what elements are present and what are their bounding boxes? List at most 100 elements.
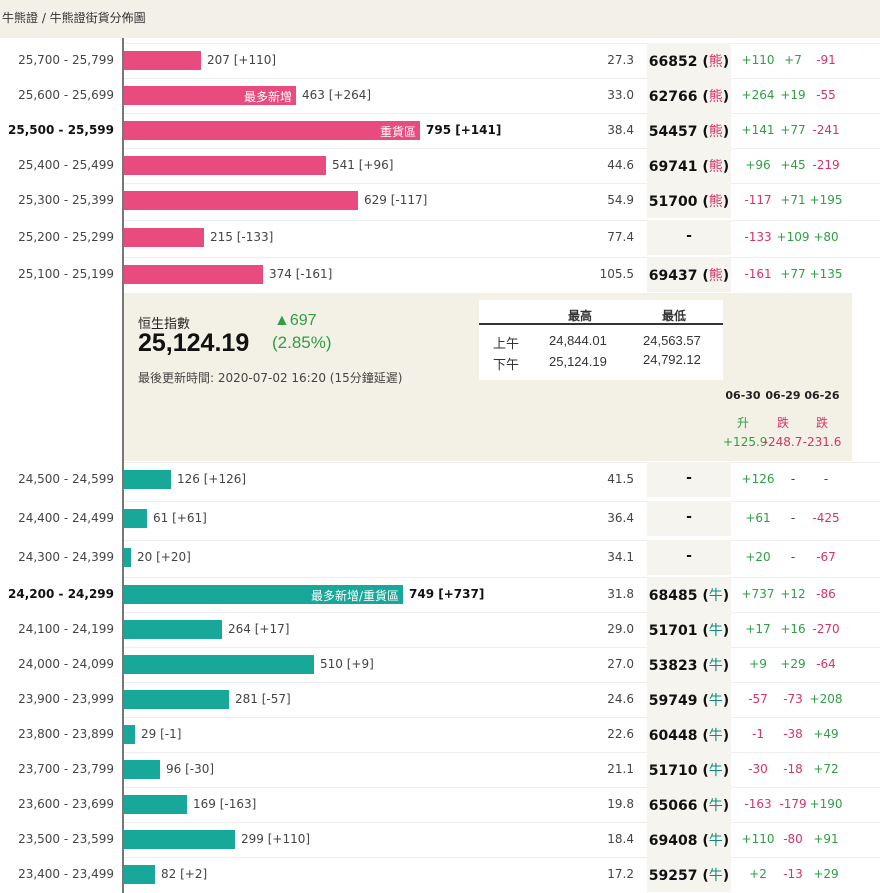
daily-change-cell: +141 bbox=[741, 123, 775, 137]
bull-bar[interactable] bbox=[124, 470, 171, 489]
quantity: 126 [+126] bbox=[177, 472, 246, 486]
row-divider bbox=[124, 43, 880, 44]
bull-bar[interactable] bbox=[124, 655, 314, 674]
daily-change-cell: +29 bbox=[813, 867, 839, 881]
daily-change-cell: - bbox=[823, 472, 829, 486]
percent-share: 18.4 bbox=[607, 832, 634, 846]
quantity-value: 126 bbox=[177, 472, 200, 486]
bull-bar[interactable] bbox=[124, 690, 229, 709]
warrant-code-number: 51701 bbox=[648, 623, 698, 639]
quantity: 20 [+20] bbox=[137, 550, 191, 564]
percent-share: 27.3 bbox=[607, 53, 634, 67]
warrant-code[interactable]: 60448 (牛) bbox=[648, 728, 730, 744]
percent-share: 31.8 bbox=[607, 587, 634, 601]
bear-bar[interactable] bbox=[124, 265, 263, 284]
percent-share: 19.8 bbox=[607, 797, 634, 811]
bull-row: 24,000 - 24,099 510 [+9] 27.0 53823 (牛) +9 +2… bbox=[0, 647, 880, 682]
bar-tag: 重貨區 bbox=[379, 125, 416, 139]
daily-change-cell: -133 bbox=[744, 230, 772, 244]
daily-change-cell: -219 bbox=[812, 158, 840, 172]
quantity-value: 61 bbox=[153, 511, 169, 525]
warrant-code[interactable]: 59749 (牛) bbox=[648, 693, 730, 709]
bull-bar[interactable] bbox=[124, 830, 235, 849]
quantity-delta: [-163] bbox=[219, 797, 257, 811]
warrant-type: 牛 bbox=[708, 868, 723, 884]
warrant-code-cell: 51701 (牛) bbox=[647, 612, 731, 647]
strike-range: 23,600 - 23,699 bbox=[18, 797, 114, 811]
warrant-code[interactable]: 68485 (牛) bbox=[648, 588, 730, 604]
daily-change-cell: +2 bbox=[749, 867, 767, 881]
bear-bar[interactable]: 最多新增 bbox=[124, 86, 296, 105]
warrant-code-cell: 51700 (熊) bbox=[647, 183, 731, 218]
warrant-code[interactable]: 69437 (熊) bbox=[648, 268, 730, 284]
percent-share: 38.4 bbox=[607, 123, 634, 137]
row-divider bbox=[124, 78, 880, 79]
strike-range: 24,400 - 24,499 bbox=[18, 511, 114, 525]
daily-change-cell: -18 bbox=[783, 762, 803, 776]
bull-bar[interactable] bbox=[124, 725, 135, 744]
daily-change-cell: +17 bbox=[745, 622, 771, 636]
daily-change-cell: -163 bbox=[744, 797, 772, 811]
warrant-code[interactable]: 62766 (熊) bbox=[648, 89, 730, 105]
warrant-code-number: 53823 bbox=[648, 658, 698, 674]
bear-bar[interactable]: 重貨區 bbox=[124, 121, 420, 140]
warrant-code[interactable]: 51710 (牛) bbox=[648, 763, 730, 779]
quantity: 510 [+9] bbox=[320, 657, 374, 671]
warrant-code[interactable]: 53823 (牛) bbox=[648, 658, 730, 674]
bull-row: 23,800 - 23,899 29 [-1] 22.6 60448 (牛) -1 -38… bbox=[0, 717, 880, 752]
bull-bar[interactable] bbox=[124, 865, 155, 884]
last-updated: 最後更新時間: 2020-07-02 16:20 (15分鐘延遲) bbox=[138, 371, 403, 385]
bull-bar[interactable] bbox=[124, 548, 131, 567]
quantity: 629 [-117] bbox=[364, 193, 427, 207]
bull-bar[interactable] bbox=[124, 795, 187, 814]
strike-range: 25,100 - 25,199 bbox=[18, 267, 114, 281]
warrant-code[interactable]: 59257 (牛) bbox=[648, 868, 730, 884]
warrant-code[interactable]: 54457 (熊) bbox=[648, 124, 730, 140]
quantity: 374 [-161] bbox=[269, 267, 332, 281]
quantity-delta: [+141] bbox=[455, 123, 502, 137]
percent-share: 22.6 bbox=[607, 727, 634, 741]
warrant-code-number: 51710 bbox=[648, 763, 698, 779]
daily-change-cell: +20 bbox=[745, 550, 771, 564]
breadcrumb[interactable]: 牛熊證 / 牛熊證街貨分佈圖 bbox=[2, 11, 146, 25]
pm-low: 24,792.12 bbox=[643, 352, 701, 367]
warrant-type: 熊 bbox=[708, 89, 723, 105]
warrant-type: 牛 bbox=[708, 763, 723, 779]
warrant-code[interactable]: 65066 (牛) bbox=[648, 798, 730, 814]
row-divider bbox=[124, 682, 880, 683]
warrant-type: 牛 bbox=[708, 833, 723, 849]
strike-range: 24,200 - 24,299 bbox=[8, 587, 114, 601]
warrant-code[interactable]: 51700 (熊) bbox=[648, 194, 730, 210]
warrant-code[interactable]: 66852 (熊) bbox=[648, 54, 730, 70]
bear-bar[interactable] bbox=[124, 156, 326, 175]
quantity-value: 207 bbox=[207, 53, 230, 67]
quantity: 749 [+737] bbox=[409, 587, 484, 601]
high-header: 最高 bbox=[568, 309, 593, 323]
daily-change-cell: -57 bbox=[748, 692, 768, 706]
am-label: 上午 bbox=[493, 337, 520, 352]
warrant-code[interactable]: 69408 (牛) bbox=[648, 833, 730, 849]
warrant-code[interactable]: 51701 (牛) bbox=[648, 623, 730, 639]
daily-change-cell: +9 bbox=[749, 657, 767, 671]
bear-row: 25,300 - 25,399 629 [-117] 54.9 51700 (熊) -1… bbox=[0, 183, 880, 218]
bear-bar[interactable] bbox=[124, 191, 358, 210]
warrant-code-number: 59749 bbox=[648, 693, 698, 709]
bull-bar[interactable] bbox=[124, 620, 222, 639]
daily-change-cell: +61 bbox=[745, 511, 771, 525]
quantity: 541 [+96] bbox=[332, 158, 393, 172]
bull-row: 24,300 - 24,399 20 [+20] 34.1 - +20 - -67 bbox=[0, 540, 880, 575]
bull-bar[interactable]: 最多新增/重貨區 bbox=[124, 585, 403, 604]
quantity: 82 [+2] bbox=[161, 867, 207, 881]
quantity-delta: [-30] bbox=[185, 762, 215, 776]
warrant-code-cell: 59749 (牛) bbox=[647, 682, 731, 717]
warrant-code-cell: 66852 (熊) bbox=[647, 43, 731, 78]
warrant-code[interactable]: 69741 (熊) bbox=[648, 159, 730, 175]
warrant-code-cell: 51710 (牛) bbox=[647, 752, 731, 787]
quantity-delta: [+2] bbox=[180, 867, 208, 881]
bear-bar[interactable] bbox=[124, 51, 201, 70]
bull-bar[interactable] bbox=[124, 760, 160, 779]
warrant-code: - bbox=[647, 470, 731, 486]
bear-bar[interactable] bbox=[124, 228, 204, 247]
bull-bar[interactable] bbox=[124, 509, 147, 528]
row-divider bbox=[124, 462, 880, 463]
